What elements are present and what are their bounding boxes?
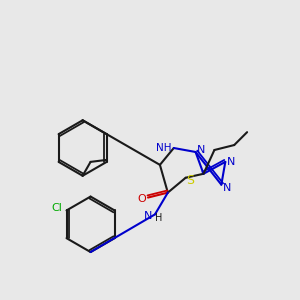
Text: H: H bbox=[155, 213, 163, 224]
Text: NH: NH bbox=[156, 143, 172, 153]
Text: Cl: Cl bbox=[51, 203, 62, 214]
Text: N: N bbox=[223, 183, 232, 193]
Text: S: S bbox=[187, 174, 195, 187]
Text: N: N bbox=[197, 145, 206, 155]
Text: N: N bbox=[144, 212, 152, 221]
Text: N: N bbox=[227, 157, 236, 167]
Text: O: O bbox=[138, 194, 146, 203]
